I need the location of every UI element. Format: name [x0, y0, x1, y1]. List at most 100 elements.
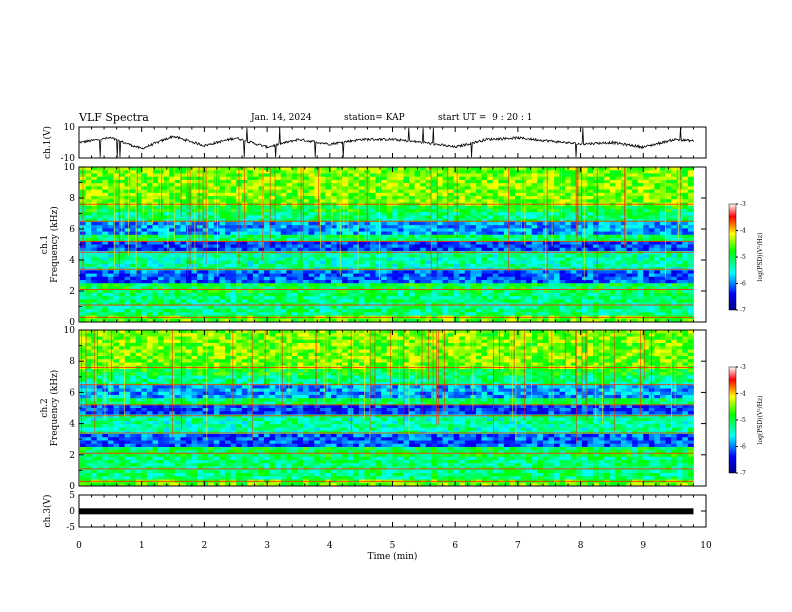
spectrogram-cell [464, 247, 471, 252]
spectrogram-cell [548, 179, 555, 184]
spectrogram-cell [185, 221, 192, 226]
spectrogram-cell [531, 167, 538, 171]
spectrogram-cell [604, 167, 611, 171]
spectrogram-cell [548, 260, 555, 265]
spectrogram-cell [632, 296, 639, 300]
spectrogram-cell [470, 276, 477, 281]
spectrogram-cell [520, 299, 527, 304]
spectrogram-cell [609, 218, 616, 223]
spectrogram-cell [515, 228, 521, 232]
spectrogram-cell [219, 196, 226, 200]
spectrogram-cell [464, 257, 471, 262]
spectrogram-cell [197, 234, 204, 239]
spectrogram-cell [537, 167, 544, 171]
spectrogram-cell [197, 270, 204, 274]
spectrogram-cell [576, 225, 583, 229]
spectrogram-cell [191, 289, 198, 294]
spectrogram-cell [654, 250, 661, 255]
spectrogram-cell [570, 208, 577, 213]
spectrogram-cell [375, 257, 382, 262]
spectrogram-cell [347, 231, 354, 236]
spectrogram-cell [269, 221, 276, 226]
spectrogram-cell [487, 238, 494, 242]
spectrogram-cell [124, 244, 131, 249]
spectrogram-cell [247, 215, 254, 220]
spectrogram-cell [325, 286, 332, 291]
spectrogram-cell [330, 244, 337, 249]
spectrogram-cell [174, 254, 181, 258]
spectrogram-cell [587, 179, 594, 184]
spectrogram-cell [303, 228, 310, 232]
spectrogram-cell [124, 225, 131, 229]
spectrogram-cell [581, 173, 588, 178]
spectrogram-cell [247, 302, 254, 307]
spectrogram-cell [219, 273, 226, 278]
spectrogram-cell [492, 273, 499, 278]
spectrogram-cell [252, 260, 259, 265]
spectrogram-cell [492, 296, 499, 300]
spectrogram-cell [252, 309, 259, 313]
spectrogram-cell [264, 205, 271, 210]
spectrogram-cell [286, 176, 293, 181]
spectrogram-cell [314, 280, 321, 284]
spectrogram-cell [559, 231, 566, 236]
spectrogram-cell [185, 292, 192, 297]
spectrogram-cell [526, 260, 533, 265]
spectrogram-cell [219, 292, 226, 297]
spectrogram-cell [225, 205, 231, 210]
spectrogram-cell [180, 305, 187, 310]
spectrogram-cell [409, 170, 416, 174]
spectrogram-cell [213, 270, 220, 274]
spectrogram-cell [643, 263, 650, 268]
spectrogram-cell [570, 292, 577, 297]
spectrogram-cell [208, 280, 215, 284]
date-label: Jan. 14, 2024 [251, 113, 312, 123]
spectrogram-cell [225, 167, 231, 171]
spectrogram-cell [687, 257, 694, 262]
spectrogram-cell [264, 292, 271, 297]
spectrogram-cell [453, 238, 460, 242]
spectrogram-cell [185, 280, 192, 284]
spectrogram-cell [325, 212, 332, 216]
spectrogram-cell [593, 205, 600, 210]
spectrogram-cell [102, 250, 109, 255]
spectrogram-cell [107, 205, 114, 210]
spectrogram-cell [230, 215, 237, 220]
spectrogram-cell [509, 254, 516, 258]
spectrogram-cell [158, 241, 165, 245]
spectrogram-cell [219, 289, 226, 294]
spectrogram-cell [174, 183, 181, 187]
spectrogram-cell [464, 296, 471, 300]
spectrogram-cell [96, 189, 103, 194]
spectrogram-cell [632, 186, 639, 191]
spectrogram-cell [487, 196, 494, 200]
spectrogram-cell [470, 238, 477, 242]
spectrogram-cell [554, 273, 561, 278]
spectrogram-cell [119, 244, 126, 249]
spectrogram-cell [269, 283, 276, 287]
spectrogram-cell [386, 199, 393, 203]
spectrogram-cell [119, 286, 126, 291]
spectrogram-cell [358, 289, 365, 294]
spectrogram-cell [442, 218, 449, 223]
spectrogram-cell [576, 283, 583, 287]
spectrogram-cell [604, 215, 611, 220]
spectrogram-cell [219, 250, 226, 255]
spectrogram-cell [152, 183, 159, 187]
spectrogram-cell [587, 183, 594, 187]
spectrogram-cell [353, 234, 360, 239]
spectrogram-cell [102, 179, 109, 184]
spectrogram-cell [682, 234, 689, 239]
spectrogram-cell [581, 196, 588, 200]
spectrogram-cell [308, 183, 315, 187]
spectrogram-cell [303, 183, 310, 187]
spectrogram-cell [442, 225, 449, 229]
spectrogram-cell [687, 208, 694, 213]
spectrogram-cell [163, 286, 170, 291]
spectrogram-cell [113, 247, 120, 252]
spectrogram-cell [91, 273, 98, 278]
spectrogram-cell [91, 286, 98, 291]
spectrogram-cell [85, 208, 92, 213]
spectrogram-cell [85, 257, 92, 262]
spectrogram-cell [124, 221, 131, 226]
